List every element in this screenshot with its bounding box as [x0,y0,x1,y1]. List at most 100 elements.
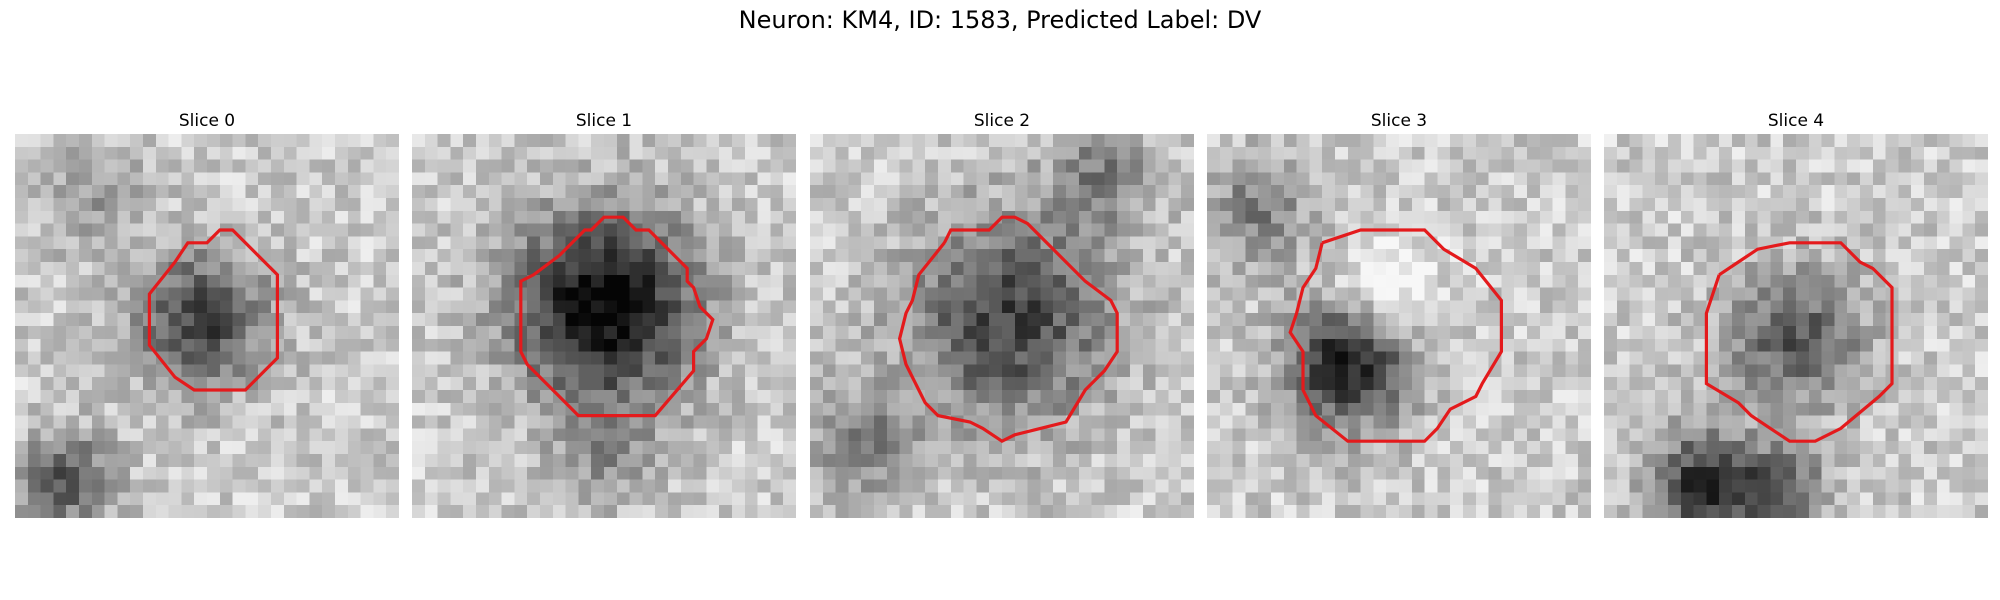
pixel [616,377,630,391]
pixel [1911,172,1925,186]
pixel [1847,262,1861,276]
pixel [373,505,387,518]
pixel [1411,210,1425,224]
pixel [1975,479,1988,493]
pixel [1232,492,1246,506]
pixel [1181,134,1194,148]
pixel [1668,326,1682,340]
pixel [1424,454,1438,468]
pixel [258,428,272,442]
pixel [1053,236,1067,250]
pixel [757,390,771,404]
pixel [514,390,528,404]
pixel [1744,146,1758,160]
pixel [1872,223,1886,237]
pixel [848,364,862,378]
pixel [552,364,566,378]
pixel [181,146,195,160]
pixel [1604,326,1618,340]
pixel [1258,415,1272,429]
pixel [1053,134,1067,148]
pixel [104,198,118,212]
pixel [963,249,977,263]
pixel [719,223,733,237]
pixel [744,274,758,288]
pixel [1488,338,1502,352]
pixel [616,390,630,404]
pixel [1770,262,1784,276]
pixel [899,454,913,468]
pixel [296,364,310,378]
pixel [835,223,849,237]
pixel [1565,441,1579,455]
pixel [1014,300,1028,314]
pixel [309,223,323,237]
pixel [501,300,515,314]
pixel [1783,364,1797,378]
pixel [1744,364,1758,378]
pixel [835,415,849,429]
pixel [527,146,541,160]
pixel [1142,134,1156,148]
pixel [219,236,233,250]
pixel [1655,210,1669,224]
pixel [1027,262,1041,276]
pixel [1719,351,1733,365]
pixel [117,466,131,480]
pixel [91,492,105,506]
pixel [412,364,426,378]
pixel [668,223,682,237]
pixel [424,134,438,148]
pixel [1924,185,1938,199]
pixel [938,326,952,340]
pixel [1091,454,1105,468]
pixel [1770,415,1784,429]
pixel [1168,313,1182,327]
pixel [1258,287,1272,301]
pixel [1655,249,1669,263]
pixel [309,236,323,250]
pixel [412,210,426,224]
pixel [258,492,272,506]
pixel [1949,172,1963,186]
pixel [1066,505,1080,518]
pixel [719,351,733,365]
pixel [1783,274,1797,288]
pixel [1693,479,1707,493]
pixel [79,146,93,160]
pixel [501,338,515,352]
pixel [194,454,208,468]
pixel [1783,313,1797,327]
pixel [322,505,336,518]
pixel [1219,415,1233,429]
pixel [1655,454,1669,468]
pixel [783,172,796,186]
pixel [616,454,630,468]
pixel [1783,505,1797,518]
pixel [514,492,528,506]
pixel [1283,351,1297,365]
pixel [1168,134,1182,148]
pixel [1360,364,1374,378]
pixel [501,441,515,455]
pixel [1142,198,1156,212]
pixel [412,287,426,301]
pixel [1949,210,1963,224]
pixel [1258,274,1272,288]
pixel [1014,479,1028,493]
pixel [258,274,272,288]
pixel [1463,134,1477,148]
pixel [1578,159,1591,173]
pixel [822,351,836,365]
pixel [1949,466,1963,480]
pixel [1821,454,1835,468]
pixel [437,262,451,276]
pixel [822,479,836,493]
pixel [1514,390,1528,404]
pixel [271,505,285,518]
pixel [706,441,720,455]
pixel [989,479,1003,493]
pixel [1475,492,1489,506]
pixel [604,441,618,455]
pixel [1834,185,1848,199]
